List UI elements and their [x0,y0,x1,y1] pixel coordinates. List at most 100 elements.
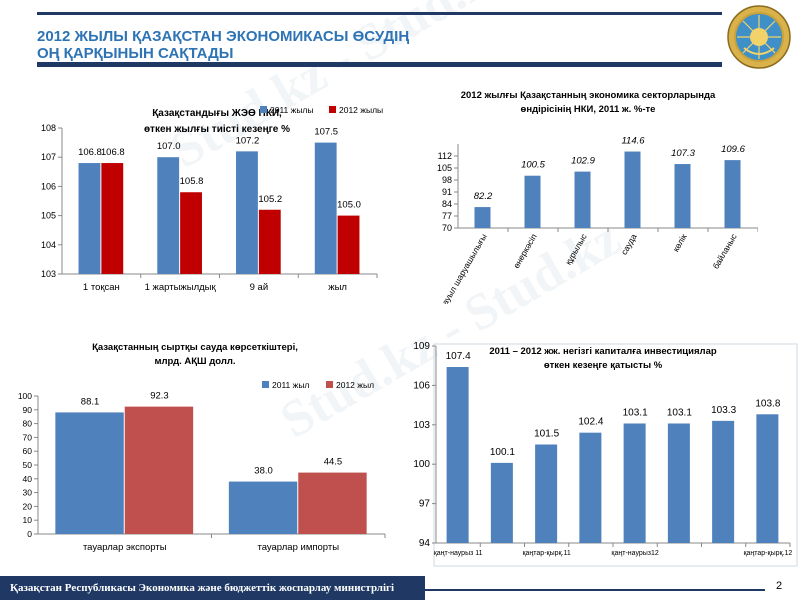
data-label: 105.8 [180,176,204,187]
y-tick-label: 106 [413,380,430,391]
bar-investment [535,444,558,543]
y-tick-label: 109 [413,341,430,352]
y-tick-label: 105 [437,163,452,173]
y-tick-label: 10 [23,515,33,525]
data-label: 103.8 [755,398,780,409]
data-label: 105.2 [258,194,282,205]
data-label: 44.5 [324,457,343,468]
trade-chart: Қазақстанның сыртқы сауда көрсеткіштері,… [0,336,390,576]
bar-sectors [474,207,491,228]
investment-chart: 2011 – 2012 жж. негізгі капиталға инвест… [398,330,800,570]
investment-svg: 2011 – 2012 жж. негізгі капиталға инвест… [413,341,798,567]
bar-sectors [724,160,741,228]
x-tick-label: көлік [671,232,689,254]
gdp-svg: Қазақстандығы ЖЭӨ НКИ, өткен жылғы тиісті… [41,105,383,293]
data-label: 107.0 [157,141,181,152]
y-tick-label: 100 [18,391,32,401]
y-tick-label: 80 [23,419,33,429]
y-tick-label: 84 [442,199,452,209]
legend-label: 2011 жыл [272,380,309,390]
trade-svg: Қазақстанның сыртқы сауда көрсеткіштері,… [18,342,386,553]
sectors-chart: 2012 жылғы Қазақстанның экономика сектор… [418,84,758,304]
legend-label: 2012 жылы [339,105,383,115]
y-tick-label: 20 [23,501,33,511]
x-tick-label: қаңтар-қырқ.12 [743,550,792,557]
data-label: 109.6 [721,144,745,155]
data-label: 101.5 [534,429,559,440]
data-label: 102.9 [571,156,595,167]
gdp-chart: Қазақстандығы ЖЭӨ НКИ, өткен жылғы тиісті… [32,74,402,304]
bar-trade [124,406,194,534]
x-tick-label: 1 тоқсан [83,282,120,293]
bar-sectors [524,175,541,228]
y-tick-label: 70 [442,223,452,233]
data-label: 107.5 [314,127,338,138]
y-tick-label: 60 [23,446,33,456]
chart-title-line1: Қазақстандығы ЖЭӨ НКИ, [152,108,282,119]
x-tick-label: 9 ай [250,282,269,293]
data-label: 38.0 [254,466,273,477]
y-tick-label: 40 [23,474,33,484]
y-tick-label: 98 [442,175,452,185]
y-tick-label: 94 [419,538,431,549]
bar-investment [490,462,513,543]
x-tick-label: тауарлар импорты [257,542,339,553]
bar-sectors [624,151,641,228]
legend-swatch [260,106,267,113]
data-label: 106.8 [101,147,125,158]
bar-gdp [157,157,180,274]
legend-label: 2011 жылы [270,105,314,115]
y-tick-label: 70 [23,432,33,442]
legend-label: 2012 жыл [336,380,374,390]
bar-investment [579,432,602,543]
footer: Қазақстан Республикасы Экономика және бю… [0,576,425,600]
data-label: 92.3 [150,391,169,402]
page-title: 2012 ЖЫЛЫ ҚАЗАҚСТАН ЭКОНОМИКАСЫ ӨСУДІҢ О… [37,28,557,62]
data-label: 103.1 [667,407,692,418]
y-tick-label: 112 [438,151,452,161]
data-label: 100.5 [521,160,545,171]
y-tick-label: 103 [41,269,56,279]
x-tick-label: жыл [328,282,347,293]
y-tick-label: 91 [442,187,452,197]
y-tick-label: 0 [27,529,32,539]
chart-title-line2: млрд. АҚШ долл. [154,356,235,367]
x-tick-label: 1 жартыжылдық [145,282,217,293]
bar-sectors [674,164,691,228]
bar-trade [55,412,124,534]
data-label: 82.2 [474,191,493,202]
x-tick-label: ауыл шаруашылығы [440,232,489,304]
y-tick-label: 107 [41,152,56,162]
bar-gdp [101,163,124,274]
y-tick-label: 105 [41,211,56,221]
bar-gdp [258,209,281,274]
y-tick-label: 97 [419,499,431,510]
title-divider [37,62,722,67]
x-tick-label: сауда [619,232,639,257]
bar-gdp [180,192,202,274]
legend-swatch [329,106,336,113]
bar-investment [446,367,469,543]
x-tick-label: қаңт-наурыз12 [611,550,658,557]
x-tick-label: қаңтар-қырқ.11 [522,550,570,557]
bar-sectors [574,171,591,228]
data-label: 100.1 [490,447,515,458]
bar-investment [756,414,779,543]
data-label: 103.3 [711,405,736,416]
chart-title-line2: өткен жылғы тиісті кезеңге % [144,124,290,135]
bar-investment [712,420,735,543]
y-tick-label: 90 [23,405,33,415]
chart-title-line1: 2012 жылғы Қазақстанның экономика сектор… [461,90,716,101]
y-tick-label: 50 [23,460,33,470]
y-tick-label: 100 [413,459,430,470]
footer-divider [425,589,765,591]
bar-trade [228,481,298,534]
top-divider [37,12,722,15]
legend-swatch [262,381,269,388]
bar-gdp [78,163,101,274]
bar-trade [298,472,367,534]
y-tick-label: 30 [23,488,33,498]
bar-investment [623,423,646,543]
chart-title-line2: өткен кезеңге қатысты % [544,360,663,371]
page-title-line1: 2012 ЖЫЛЫ ҚАЗАҚСТАН ЭКОНОМИКАСЫ ӨСУДІҢ [37,28,410,45]
